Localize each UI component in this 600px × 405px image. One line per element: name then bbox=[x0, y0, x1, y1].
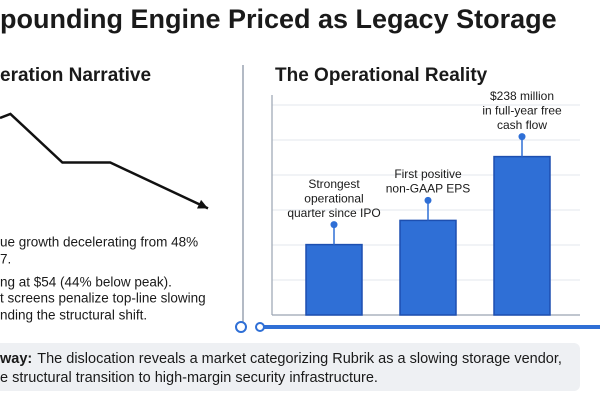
line bbox=[0, 112, 209, 210]
takeaway-line: e structural transition to high-margin s… bbox=[0, 370, 378, 386]
narrative-line: ng at $54 (44% below peak). bbox=[0, 275, 172, 290]
slider-knob bbox=[255, 322, 265, 332]
annotation-text: quarter since IPO bbox=[287, 206, 380, 220]
annotation-text: $238 million bbox=[490, 89, 554, 103]
slider-knob bbox=[235, 321, 247, 333]
bar bbox=[399, 219, 457, 316]
annotation-dot bbox=[330, 221, 338, 229]
annotation-text: in full-year free bbox=[482, 103, 562, 117]
narrative-line: nding the structural shift. bbox=[0, 308, 147, 323]
takeaway-label: way: bbox=[0, 351, 32, 367]
narrative-line: 7. bbox=[0, 252, 11, 267]
annotation-text: Strongest bbox=[308, 177, 360, 191]
takeaway-text: The dislocation reveals a market categor… bbox=[37, 351, 562, 367]
right-heading: The Operational Reality bbox=[275, 65, 488, 86]
takeaway-box bbox=[0, 343, 580, 391]
annotation-dot bbox=[518, 133, 526, 141]
annotation-dot bbox=[424, 196, 432, 204]
bar bbox=[305, 243, 363, 316]
left-heading: eration Narrative bbox=[0, 65, 151, 86]
narrative-line: t screens penalize top-line slowing bbox=[0, 291, 206, 306]
arrowhead bbox=[197, 199, 208, 209]
narrative-line: ue growth decelerating from 48% bbox=[0, 235, 198, 250]
annotation-text: cash flow bbox=[497, 118, 547, 132]
takeaway-line: way: The dislocation reveals a market cat… bbox=[0, 351, 562, 367]
annotation-text: operational bbox=[304, 191, 363, 205]
bar bbox=[493, 155, 551, 316]
title: pounding Engine Priced as Legacy Storage bbox=[0, 4, 557, 34]
annotation-text: non-GAAP EPS bbox=[386, 182, 471, 196]
annotation-text: First positive bbox=[394, 167, 462, 181]
